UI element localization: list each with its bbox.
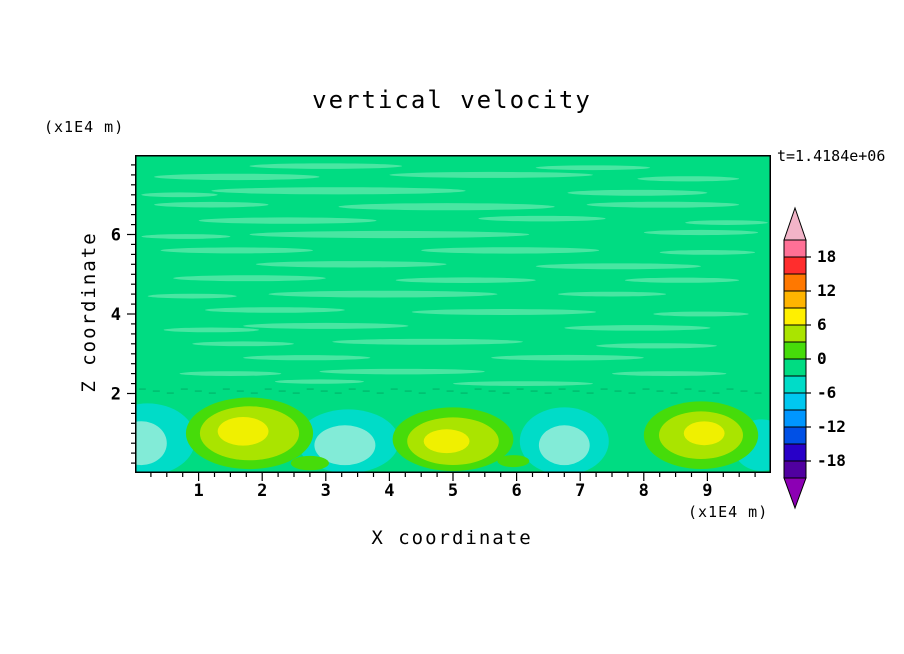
contour-plot: 1 2 3 4 5 6 7 8 9 2 4 6: [111, 155, 771, 501]
svg-text:8: 8: [639, 481, 649, 501]
svg-text:3: 3: [321, 481, 331, 501]
x-axis-unit-label: (x1E4 m): [688, 503, 769, 521]
colorbar-top-arrow: [783, 206, 807, 241]
svg-text:2: 2: [257, 481, 267, 501]
svg-text:6: 6: [511, 481, 521, 501]
axis-ticks: [127, 164, 756, 481]
svg-text:7: 7: [575, 481, 585, 501]
svg-text:18: 18: [817, 247, 836, 266]
x-axis-label: X coordinate: [371, 527, 533, 549]
svg-text:2: 2: [111, 385, 121, 405]
svg-text:-6: -6: [817, 383, 836, 402]
colorbar-bottom-arrow: [783, 477, 807, 510]
tick-labels: 1 2 3 4 5 6 7 8 9 2 4 6: [111, 226, 713, 502]
svg-text:5: 5: [448, 481, 458, 501]
plot-frame: [135, 155, 771, 473]
colorbar-bands: [783, 239, 807, 479]
svg-text:-18: -18: [817, 451, 846, 470]
contour-field: [135, 155, 771, 473]
colorbar-labels: 18 12 6 0 -6 -12 -18: [806, 247, 846, 470]
svg-text:-12: -12: [817, 417, 846, 436]
svg-text:6: 6: [817, 315, 827, 334]
svg-text:6: 6: [111, 226, 121, 246]
svg-text:9: 9: [702, 481, 712, 501]
svg-text:0: 0: [817, 349, 827, 368]
chart-title: vertical velocity: [312, 86, 592, 114]
z-axis-label: Z coordinate: [78, 231, 100, 393]
svg-text:4: 4: [384, 481, 394, 501]
colorbar: 18 12 6 0 -6 -12 -18: [783, 206, 846, 510]
svg-text:12: 12: [817, 281, 836, 300]
svg-text:1: 1: [193, 481, 203, 501]
svg-text:4: 4: [111, 305, 121, 325]
z-axis-unit-label: (x1E4 m): [44, 118, 125, 136]
time-annotation: t=1.4184e+06: [777, 147, 886, 165]
